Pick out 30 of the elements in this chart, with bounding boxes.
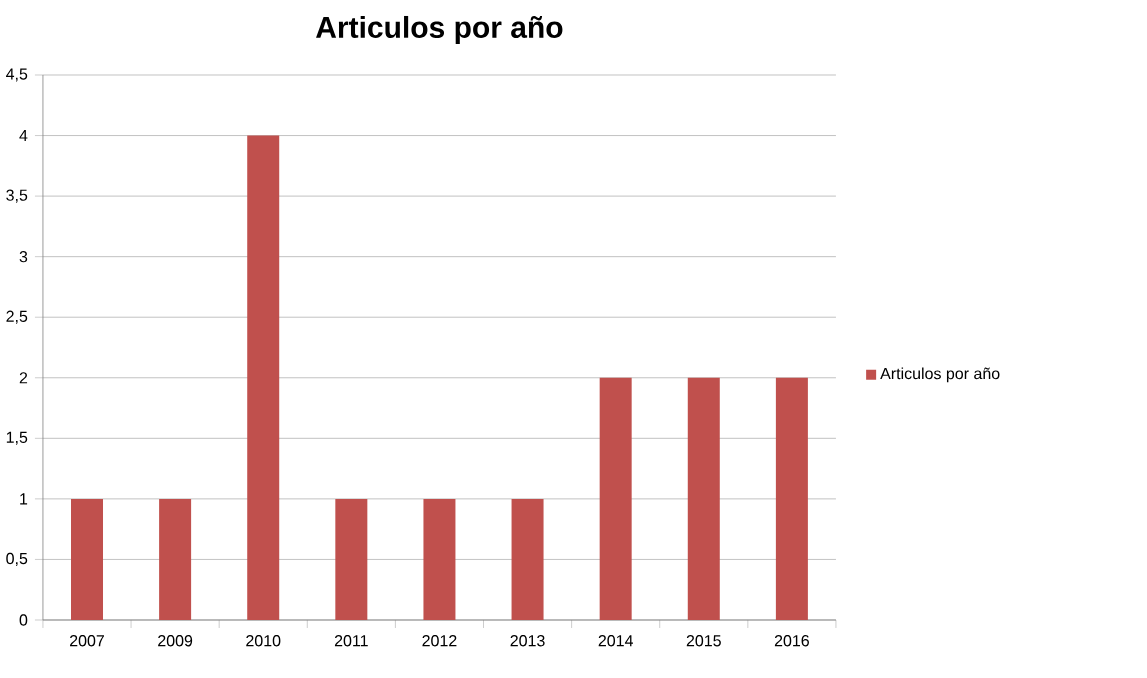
- bar: [335, 498, 368, 620]
- y-tick-label: 4,5: [6, 68, 28, 82]
- bar: [159, 498, 192, 620]
- x-tick-label: 2010: [246, 635, 281, 647]
- bar: [511, 498, 544, 620]
- y-tick-label: 4: [19, 130, 28, 142]
- x-tick-label: 2007: [70, 635, 104, 647]
- y-tick-label: 3: [19, 251, 28, 263]
- x-tick-label: 2012: [422, 635, 457, 647]
- y-tick-label: 0: [19, 614, 28, 626]
- y-tick-label: 3,5: [6, 189, 28, 203]
- x-tick-label: 2013: [510, 635, 545, 647]
- bar: [687, 377, 720, 620]
- x-tick-label: 2015: [686, 635, 721, 647]
- legend-label: Articulos por año: [880, 367, 1000, 383]
- x-tick-label: 2009: [158, 635, 193, 647]
- x-tick-label: 2011: [334, 635, 368, 647]
- y-tick-label: 2: [19, 372, 28, 384]
- bar: [599, 377, 632, 620]
- y-tick-label: 2,5: [6, 310, 28, 324]
- y-tick-label: 0,5: [6, 552, 28, 567]
- bar: [775, 377, 808, 620]
- bar: [71, 498, 104, 620]
- bar: [247, 135, 280, 620]
- chart-title: Articulos por año: [316, 15, 563, 44]
- bar: [423, 498, 456, 620]
- x-tick-label: 2014: [598, 635, 633, 647]
- y-tick-label: 1: [20, 493, 28, 505]
- x-tick-label: 2016: [774, 635, 809, 647]
- y-tick-label: 1,5: [6, 431, 28, 445]
